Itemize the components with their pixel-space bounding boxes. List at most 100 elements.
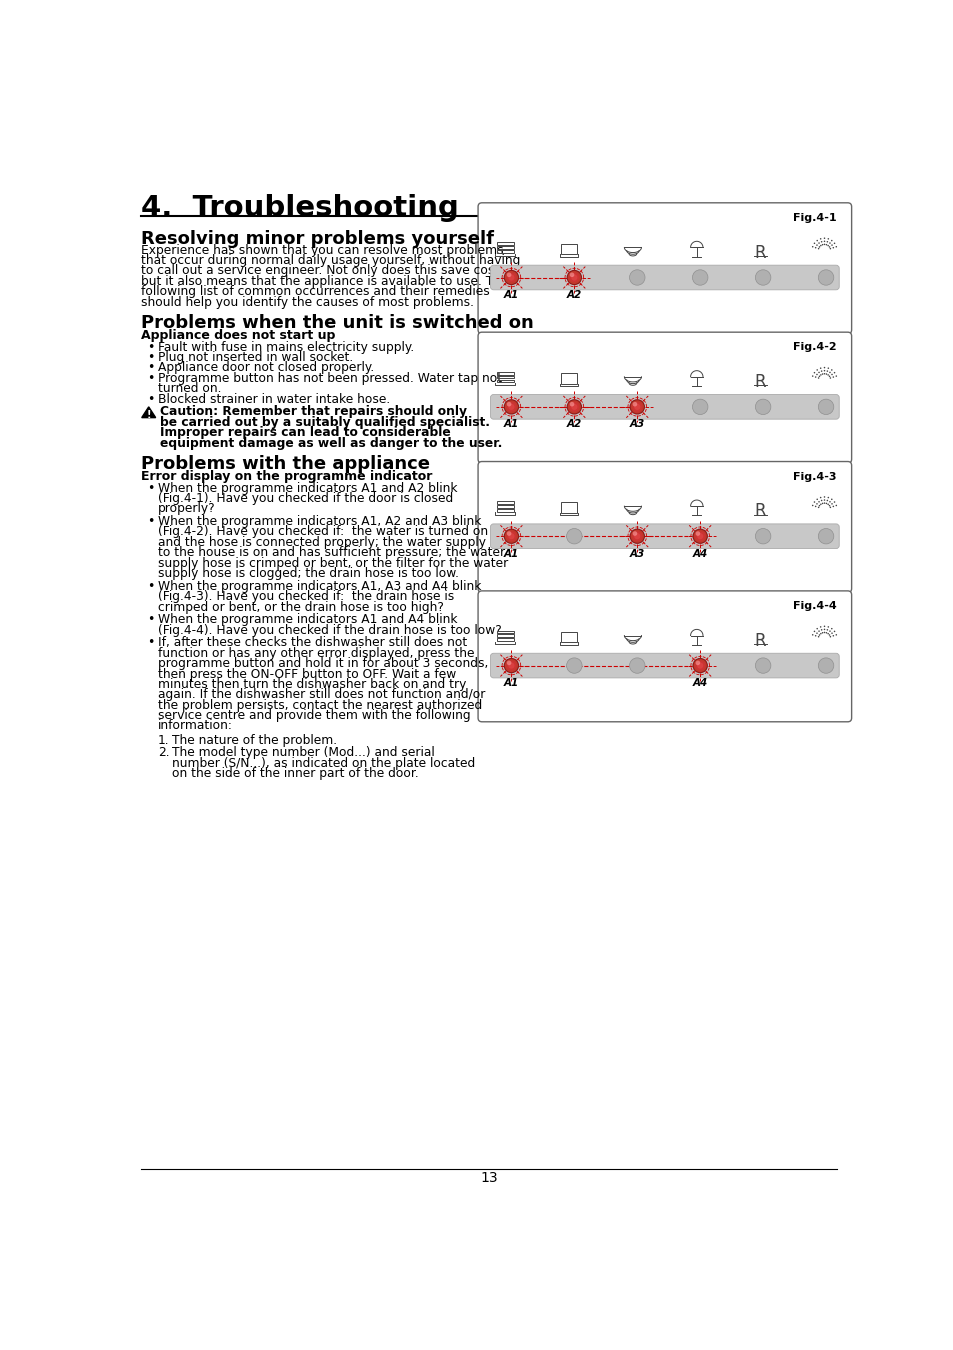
Circle shape xyxy=(818,400,833,414)
Bar xyxy=(497,501,513,504)
Bar xyxy=(497,371,513,374)
Bar xyxy=(497,639,513,641)
Circle shape xyxy=(828,246,829,247)
Text: A4: A4 xyxy=(692,678,707,688)
Circle shape xyxy=(828,371,830,373)
Text: When the programme indicators A1, A2 and A3 blink: When the programme indicators A1, A2 and… xyxy=(158,516,481,528)
Circle shape xyxy=(695,531,700,536)
Circle shape xyxy=(829,377,830,379)
Text: If, after these checks the dishwasher still does not: If, after these checks the dishwasher st… xyxy=(158,636,467,649)
Text: Resolving minor problems yourself: Resolving minor problems yourself xyxy=(141,230,494,248)
Circle shape xyxy=(820,629,821,630)
Circle shape xyxy=(567,271,580,284)
Circle shape xyxy=(826,367,828,369)
Circle shape xyxy=(820,374,821,375)
Circle shape xyxy=(818,634,820,636)
Text: 2.: 2. xyxy=(158,747,170,760)
Text: properly?: properly? xyxy=(158,502,215,516)
Circle shape xyxy=(816,632,817,634)
Circle shape xyxy=(630,529,643,543)
Circle shape xyxy=(816,244,817,246)
Circle shape xyxy=(822,497,824,498)
Circle shape xyxy=(822,632,824,633)
Circle shape xyxy=(634,533,639,539)
Text: number (S/N...), as indicated on the plate located: number (S/N...), as indicated on the pla… xyxy=(172,757,475,769)
Text: A1: A1 xyxy=(503,678,518,688)
Bar xyxy=(497,634,513,637)
Circle shape xyxy=(508,404,514,410)
Circle shape xyxy=(693,529,706,543)
Circle shape xyxy=(816,369,817,371)
Circle shape xyxy=(566,270,581,285)
Circle shape xyxy=(813,243,815,244)
Circle shape xyxy=(832,247,833,248)
Circle shape xyxy=(817,377,819,379)
Circle shape xyxy=(824,632,826,633)
Text: R: R xyxy=(754,243,765,262)
Bar xyxy=(497,250,513,252)
Circle shape xyxy=(822,629,824,630)
Circle shape xyxy=(816,628,817,629)
Circle shape xyxy=(566,528,581,544)
Circle shape xyxy=(695,660,700,666)
Circle shape xyxy=(826,626,828,628)
Text: When the programme indicators A1, A3 and A4 blink: When the programme indicators A1, A3 and… xyxy=(158,579,481,593)
Text: •: • xyxy=(147,579,154,593)
Circle shape xyxy=(824,502,826,504)
Text: then press the ON-OFF button to OFF. Wait a few: then press the ON-OFF button to OFF. Wai… xyxy=(158,667,456,680)
Circle shape xyxy=(813,501,815,502)
Text: Improper repairs can lead to considerable: Improper repairs can lead to considerabl… xyxy=(159,427,450,439)
Circle shape xyxy=(811,375,813,377)
Circle shape xyxy=(819,367,821,369)
Circle shape xyxy=(632,402,637,406)
Text: A3: A3 xyxy=(629,420,644,429)
FancyBboxPatch shape xyxy=(477,202,851,333)
Text: A1: A1 xyxy=(503,290,518,300)
Circle shape xyxy=(828,242,830,244)
Text: (Fig.4-2). Have you checked if:  the water is turned on: (Fig.4-2). Have you checked if: the wate… xyxy=(158,525,488,539)
Text: service centre and provide them with the following: service centre and provide them with the… xyxy=(158,709,470,722)
Circle shape xyxy=(632,402,641,412)
Bar xyxy=(497,243,513,246)
Text: should help you identify the causes of most problems.: should help you identify the causes of m… xyxy=(141,296,474,309)
Circle shape xyxy=(825,242,827,243)
Circle shape xyxy=(833,243,835,244)
Circle shape xyxy=(632,531,641,541)
Circle shape xyxy=(506,273,511,277)
Text: function or has any other error displayed, press the: function or has any other error displaye… xyxy=(158,647,474,660)
Circle shape xyxy=(822,238,824,239)
Text: •: • xyxy=(147,516,154,528)
Circle shape xyxy=(571,274,577,281)
Circle shape xyxy=(830,244,832,246)
Circle shape xyxy=(818,630,819,632)
Circle shape xyxy=(830,240,832,242)
Text: A4: A4 xyxy=(692,548,707,559)
Text: •: • xyxy=(147,636,154,649)
Text: programme button and hold it in for about 3 seconds,: programme button and hold it in for abou… xyxy=(158,657,488,670)
Circle shape xyxy=(830,498,832,500)
Circle shape xyxy=(695,660,704,671)
Text: but it also means that the appliance is available to use. The: but it also means that the appliance is … xyxy=(141,275,508,288)
FancyBboxPatch shape xyxy=(490,394,839,420)
Text: •: • xyxy=(147,362,154,374)
FancyBboxPatch shape xyxy=(490,653,839,678)
Text: following list of common occurrences and their remedies: following list of common occurrences and… xyxy=(141,285,489,298)
Circle shape xyxy=(692,400,707,414)
Circle shape xyxy=(818,657,833,674)
Text: R: R xyxy=(754,373,765,391)
Circle shape xyxy=(567,401,580,413)
Text: When the programme indicators A1 and A2 blink: When the programme indicators A1 and A2 … xyxy=(158,482,457,494)
Circle shape xyxy=(822,240,824,242)
Circle shape xyxy=(569,273,578,282)
Circle shape xyxy=(819,626,821,628)
Circle shape xyxy=(829,506,830,508)
Text: to call out a service engineer. Not only does this save costs: to call out a service engineer. Not only… xyxy=(141,265,505,277)
Circle shape xyxy=(632,531,637,536)
Circle shape xyxy=(822,367,824,369)
Circle shape xyxy=(833,371,835,374)
Circle shape xyxy=(818,371,819,373)
FancyBboxPatch shape xyxy=(490,265,839,290)
Bar xyxy=(497,505,513,508)
Circle shape xyxy=(569,273,574,277)
Text: The model type number (Mod...) and serial: The model type number (Mod...) and seria… xyxy=(172,747,435,760)
